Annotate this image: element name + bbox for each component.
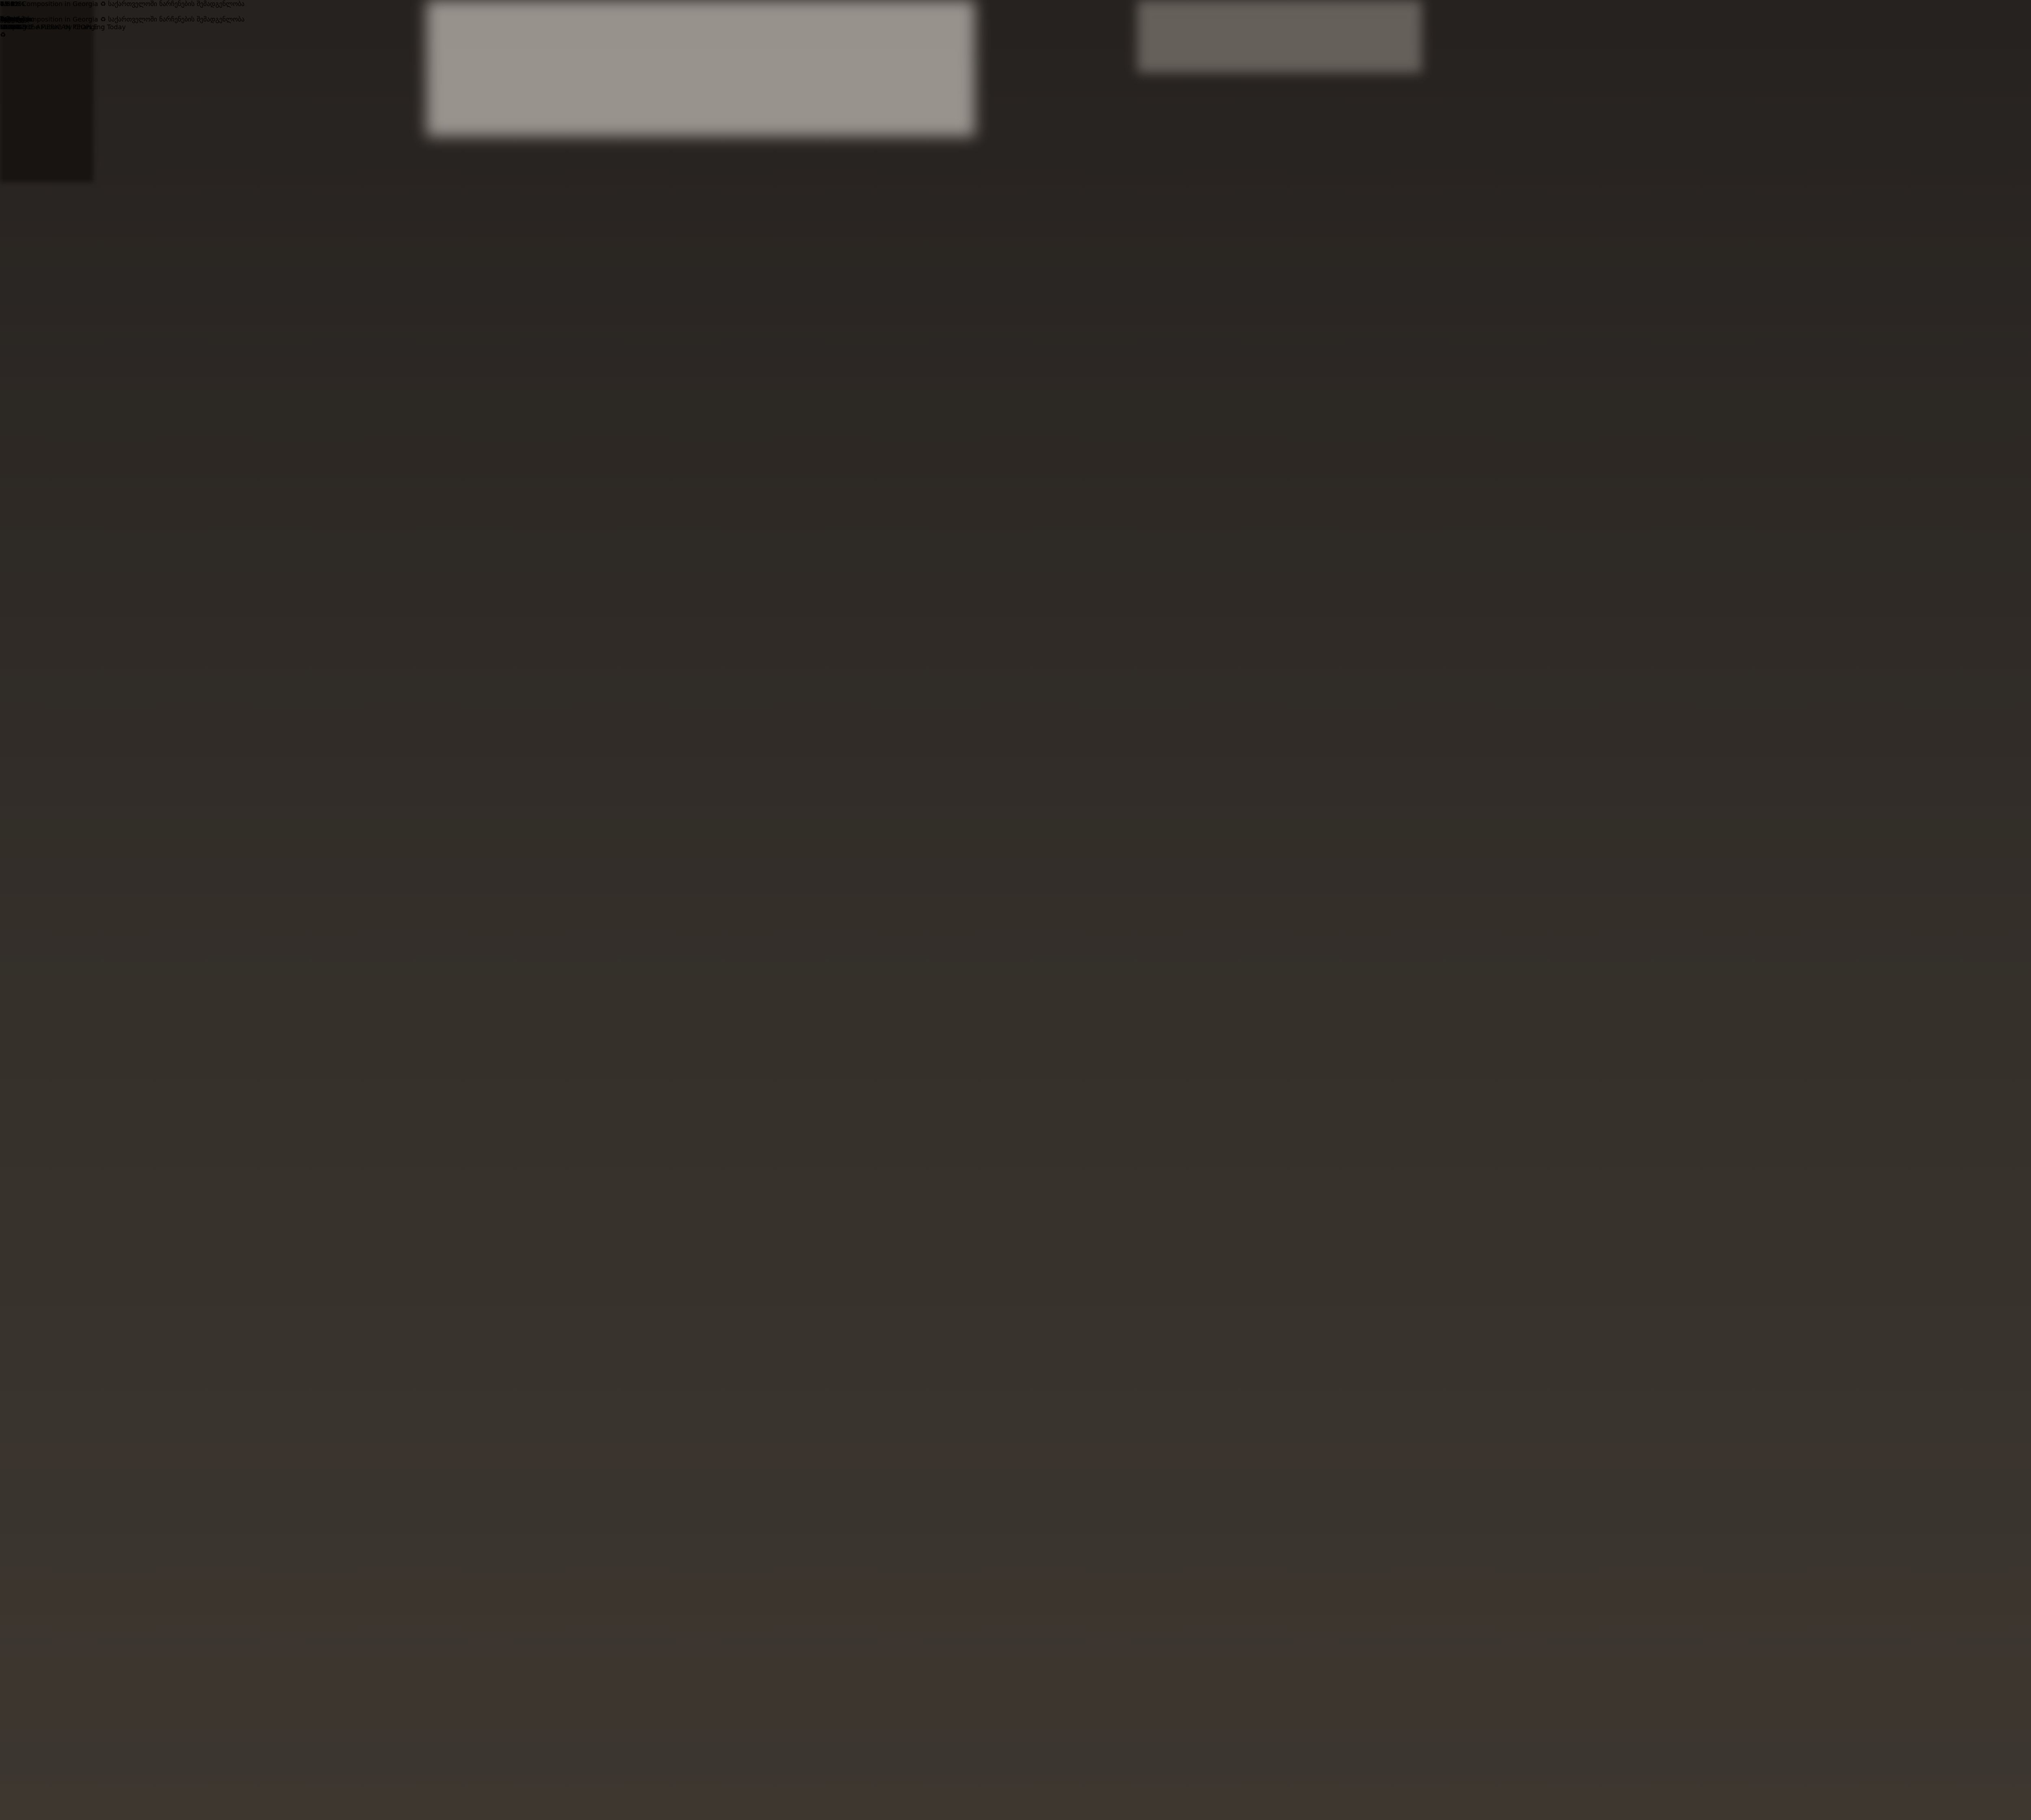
usaid-logo: USAID FROM THE AMERICAN PEOPLE: [0, 15, 97, 31]
category-label-plastic: პლასტმასა PLASTIC ♻: [0, 15, 35, 39]
usaid-us: US: [0, 15, 9, 23]
value-badge-organic: 41.21%: [0, 0, 25, 8]
stand-top-strip: Waste Composition in Georgia ♻ საქართველ…: [0, 0, 245, 8]
recycle-icon: ♻: [0, 31, 6, 39]
recycle-icon: ♻: [100, 15, 106, 23]
label-paper-georgian: ქაღალდი: [0, 15, 31, 23]
usaid-aid: AID: [9, 15, 21, 23]
label-glass-english: GLASS: [0, 23, 22, 31]
value-badge-metal: 1.86%: [0, 0, 21, 8]
top-strip-title-english: Waste Composition in Georgia: [0, 0, 98, 8]
category-label-glass-content: შუშა GLASS ♻: [0, 15, 22, 39]
wall-mid-patch: [1137, 0, 1422, 73]
cenn-word: CENN: [0, 15, 19, 23]
wooden-pillar-left: [85, 0, 451, 246]
category-label-paper-content: ქაღალდი PAPER ♻: [0, 15, 30, 39]
label-plastic-georgian: პლასტმასა: [0, 15, 35, 23]
label-paper-english: PAPER: [0, 23, 21, 31]
value-paper: 13.42%: [0, 0, 25, 8]
category-label-textile-content: ქსოვილი TEXTILE ♻: [0, 15, 29, 39]
label-textile-english: TEXTILE: [0, 23, 26, 31]
category-label-organic-content: ორგანული ORGANIC ♻: [0, 15, 35, 39]
usaid-tagline: FROM THE AMERICAN PEOPLE: [0, 23, 97, 31]
usaid-word: USAID: [0, 15, 97, 23]
category-label-glass: შუშა GLASS ♻: [0, 15, 22, 39]
dark-column: [0, 0, 93, 182]
recycle-icon: ♻: [0, 31, 6, 39]
label-organic-english: ORGANIC: [0, 23, 30, 31]
banner-title-georgian: საქართველოში ნარჩენების შემადგენლობა: [108, 15, 245, 23]
label-organic-georgian: ორგანული: [0, 15, 35, 23]
value-glass: 4.68%: [0, 0, 21, 8]
recycle-icon: ♻: [0, 15, 6, 23]
recycle-icon: ♻: [0, 31, 6, 39]
label-textile-georgian: ქსოვილი: [0, 15, 29, 23]
category-label-organic: ორგანული ORGANIC ♻: [0, 15, 35, 39]
value-badge-textile: 6.61%: [0, 0, 21, 8]
category-label-paper: ქაღალდი PAPER ♻: [0, 15, 30, 39]
recycle-icon: ♻: [0, 31, 6, 39]
cenn-tagline: Shaping the Future by Changing Today: [0, 23, 126, 31]
cenn-logo: CENN Shaping the Future by Changing Toda…: [0, 15, 126, 31]
value-metal: 1.86%: [0, 0, 21, 8]
hashtag-irecycle: #iRecycle: [0, 15, 32, 23]
value-badge-paper: 13.42%: [0, 0, 25, 8]
value-badge-plastic: 15.5%: [0, 0, 21, 8]
category-label-textile: ქსოვილი TEXTILE ♻: [0, 15, 29, 39]
recycle-icon: ♻: [0, 31, 6, 39]
value-organic: 41.21%: [0, 0, 25, 8]
recycle-icon: ♻: [0, 31, 6, 39]
usaid-wordmark: USAID FROM THE AMERICAN PEOPLE: [0, 15, 97, 31]
title-banner: Waste Composition in Georgia ♻ საქართველ…: [0, 15, 245, 23]
label-metal-english: METAL: [0, 23, 22, 31]
top-strip-content: Waste Composition in Georgia ♻ საქართველ…: [0, 0, 245, 8]
banner-title-english: Waste Composition in Georgia: [0, 15, 98, 23]
wall-light-patch: [427, 0, 975, 136]
label-metal-georgian: მეტალი: [0, 15, 25, 23]
category-label-plastic-content: პლასტმასა PLASTIC ♻: [0, 15, 35, 39]
label-plastic-english: PLASTIC: [0, 23, 27, 31]
category-label-metal-content: მეტალი METAL ♻: [0, 15, 24, 39]
value-textile: 6.61%: [0, 0, 21, 8]
top-strip-title-georgian: საქართველოში ნარჩენების შემადგენლობა: [108, 0, 245, 8]
value-plastic: 15.5%: [0, 0, 21, 8]
recycle-icon: ♻: [100, 0, 106, 8]
category-label-metal: მეტალი METAL ♻: [0, 15, 24, 39]
value-badge-glass: 4.68%: [0, 0, 21, 8]
label-glass-georgian: შუშა: [0, 15, 14, 23]
